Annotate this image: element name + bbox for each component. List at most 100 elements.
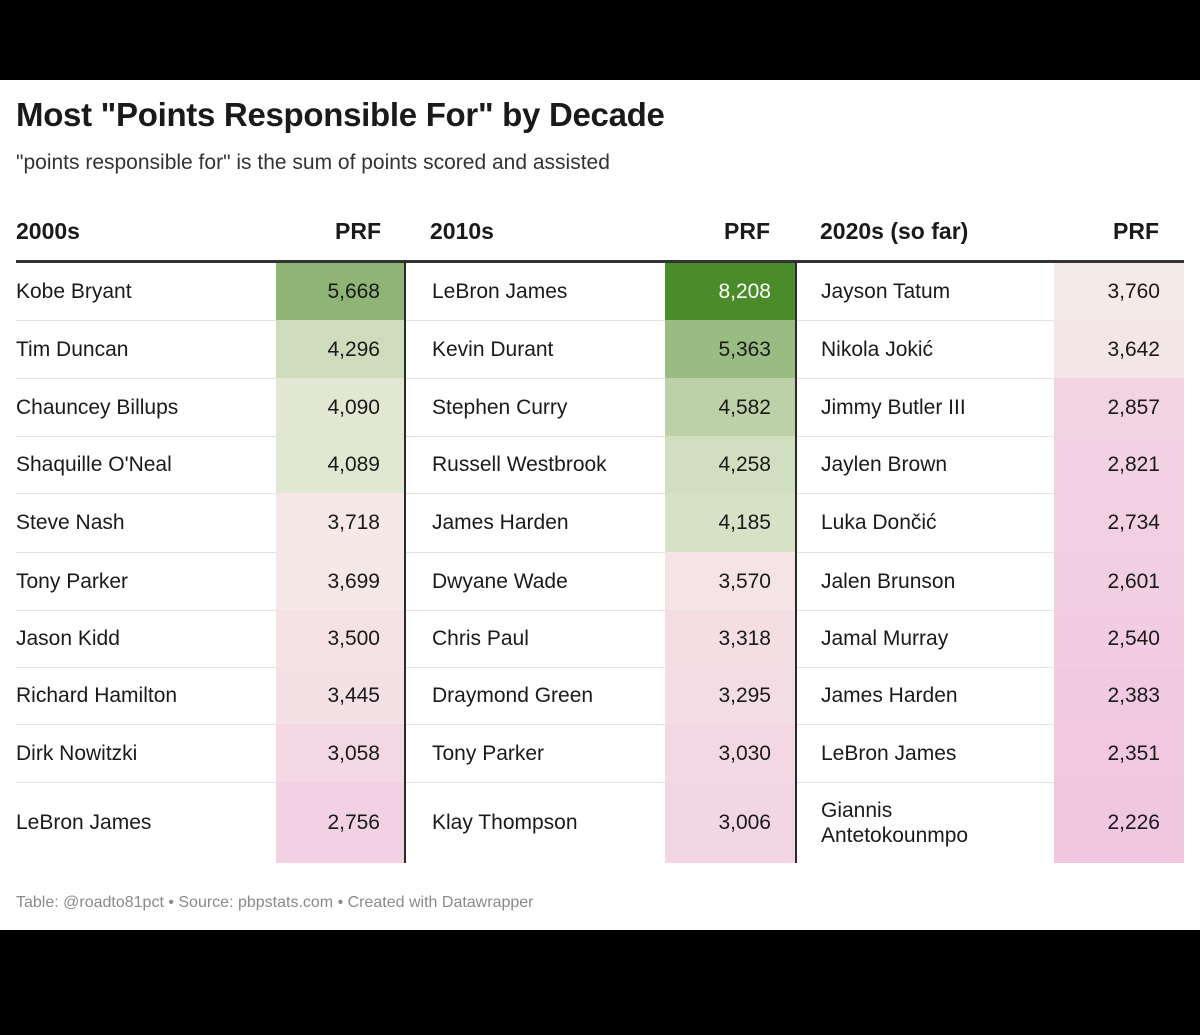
row-divider (16, 552, 1184, 553)
column-separator (404, 262, 406, 863)
heat-cell (665, 263, 795, 320)
prf-value: 2,734 (1107, 511, 1160, 534)
column-header-prf-2000s: PRF (335, 218, 381, 244)
heat-cell (276, 782, 404, 863)
player-name: Steve Nash (16, 511, 125, 534)
heat-cell (665, 724, 795, 782)
row-divider (16, 724, 1184, 725)
player-name: Dirk Nowitzki (16, 741, 138, 765)
prf-value: 3,642 (1107, 337, 1160, 361)
player-name: Giannis Antetokounmpo (821, 798, 969, 847)
heat-cell (1054, 320, 1184, 378)
column-header-prf-2010s: PRF (724, 218, 770, 244)
heat-cell (665, 436, 795, 493)
prf-value: 4,582 (718, 395, 771, 419)
heat-cell (1054, 667, 1184, 724)
heat-cell (1054, 436, 1184, 493)
heat-cell (665, 552, 795, 610)
heat-cell (665, 378, 795, 436)
heat-cell (276, 378, 404, 436)
heat-cell (276, 493, 404, 552)
prf-value: 4,089 (327, 453, 380, 476)
heat-cell (1054, 610, 1184, 667)
prf-value: 2,601 (1107, 569, 1160, 593)
heat-cell (1054, 724, 1184, 782)
player-name: Nikola Jokić (821, 337, 934, 361)
player-name: LeBron James (821, 741, 957, 765)
prf-value: 2,540 (1107, 627, 1160, 650)
heat-cell (1054, 378, 1184, 436)
heat-cell (276, 436, 404, 493)
player-name: Shaquille O'Neal (16, 453, 172, 476)
player-name: Tim Duncan (16, 337, 129, 361)
player-name: Jason Kidd (16, 627, 120, 650)
heat-cell (276, 263, 404, 320)
player-name: Luka Dončić (821, 511, 937, 534)
column-separator (795, 262, 797, 863)
heat-cell (1054, 263, 1184, 320)
heat-cell (276, 552, 404, 610)
player-name: Russell Westbrook (432, 453, 607, 476)
prf-value: 2,821 (1107, 453, 1160, 476)
heat-cell (1054, 782, 1184, 863)
prf-value: 3,500 (327, 627, 380, 650)
row-divider (16, 436, 1184, 437)
row-divider (16, 493, 1184, 494)
player-name: Klay Thompson (432, 811, 578, 834)
player-name: Dwyane Wade (432, 569, 568, 593)
heat-cell (665, 320, 795, 378)
chart-title: Most "Points Responsible For" by Decade (16, 96, 665, 133)
prf-value: 4,090 (327, 395, 380, 419)
player-name: Kevin Durant (432, 337, 554, 361)
player-name: Tony Parker (432, 741, 545, 765)
prf-value: 3,058 (327, 741, 380, 765)
prf-value: 4,258 (718, 453, 771, 476)
row-divider (16, 378, 1184, 379)
prf-value: 3,030 (718, 741, 771, 765)
heat-cell (276, 667, 404, 724)
row-divider (16, 610, 1184, 611)
heat-cell (665, 782, 795, 863)
prf-value: 2,226 (1107, 811, 1160, 834)
header-rule (16, 260, 1184, 263)
player-name: LeBron James (16, 811, 152, 834)
heat-cell (665, 610, 795, 667)
column-header-2000s: 2000s (16, 218, 80, 244)
player-name: Jayson Tatum (821, 280, 951, 303)
column-header-2010s: 2010s (430, 218, 494, 244)
prf-value: 5,363 (718, 337, 771, 361)
footer-credits: Table: @roadto81pct • Source: pbpstats.c… (16, 894, 534, 911)
column-header-prf-2020s: PRF (1113, 218, 1159, 244)
prf-value: 4,296 (327, 337, 380, 361)
player-name: LeBron James (432, 280, 568, 303)
player-name: Jamal Murray (821, 627, 949, 650)
row-divider (16, 782, 1184, 783)
player-name: Richard Hamilton (16, 684, 178, 707)
table-card: Most "Points Responsible For" by Decade … (0, 80, 1200, 930)
prf-value: 3,760 (1107, 280, 1160, 303)
chart-subtitle: "points responsible for" is the sum of p… (16, 151, 610, 174)
prf-value: 8,208 (718, 280, 771, 303)
heat-cell (665, 667, 795, 724)
prf-value: 3,699 (327, 569, 380, 593)
prf-value: 5,668 (327, 280, 380, 303)
player-name: Chris Paul (432, 627, 529, 650)
prf-value: 3,445 (327, 684, 380, 707)
row-divider (16, 320, 1184, 321)
player-name: Kobe Bryant (16, 280, 132, 303)
player-name: Tony Parker (16, 569, 129, 593)
prf-value: 3,718 (327, 511, 380, 534)
player-name: Jaylen Brown (821, 453, 948, 476)
player-name: Stephen Curry (432, 395, 568, 419)
heat-cell (276, 320, 404, 378)
player-name: Jalen Brunson (821, 569, 956, 593)
prf-value: 2,756 (327, 811, 380, 834)
player-name: James Harden (432, 511, 569, 534)
prf-value: 2,383 (1107, 684, 1160, 707)
column-header-2020s: 2020s (so far) (820, 218, 969, 244)
row-divider (16, 667, 1184, 668)
heat-cell (665, 493, 795, 552)
player-name: Draymond Green (432, 684, 594, 707)
heat-cell (276, 610, 404, 667)
prf-value: 4,185 (718, 511, 771, 534)
